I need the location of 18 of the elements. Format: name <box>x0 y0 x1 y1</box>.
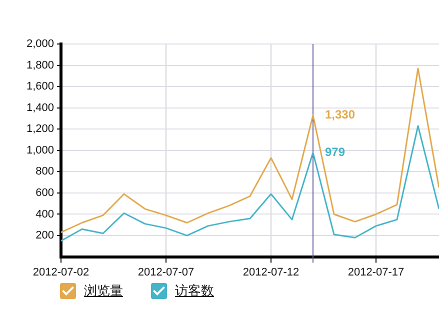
x-tick-label: 2012-07-17 <box>348 266 404 278</box>
y-tick-label: 200 <box>36 230 54 242</box>
legend-label: 访客数 <box>175 283 214 300</box>
x-tick-label: 2012-07-12 <box>242 266 300 278</box>
y-tick-label: 1,800 <box>26 59 54 72</box>
data-label: 979 <box>325 144 346 159</box>
x-tick-label: 2012-07-07 <box>138 266 194 278</box>
legend-label: 浏览量 <box>84 283 123 300</box>
y-tick-label: 600 <box>36 186 54 199</box>
data-label: 1,330 <box>325 108 356 122</box>
y-tick-label: 800 <box>36 166 54 178</box>
y-tick-label: 1,000 <box>26 144 54 156</box>
y-tick-label: 2,000 <box>26 38 54 50</box>
y-tick-label: 400 <box>36 208 54 220</box>
y-tick-label: 1,600 <box>26 80 54 93</box>
y-tick-label: 1,400 <box>26 102 54 114</box>
x-tick-label: 2012-07-02 <box>32 266 90 278</box>
y-tick-label: 1,200 <box>26 123 54 136</box>
